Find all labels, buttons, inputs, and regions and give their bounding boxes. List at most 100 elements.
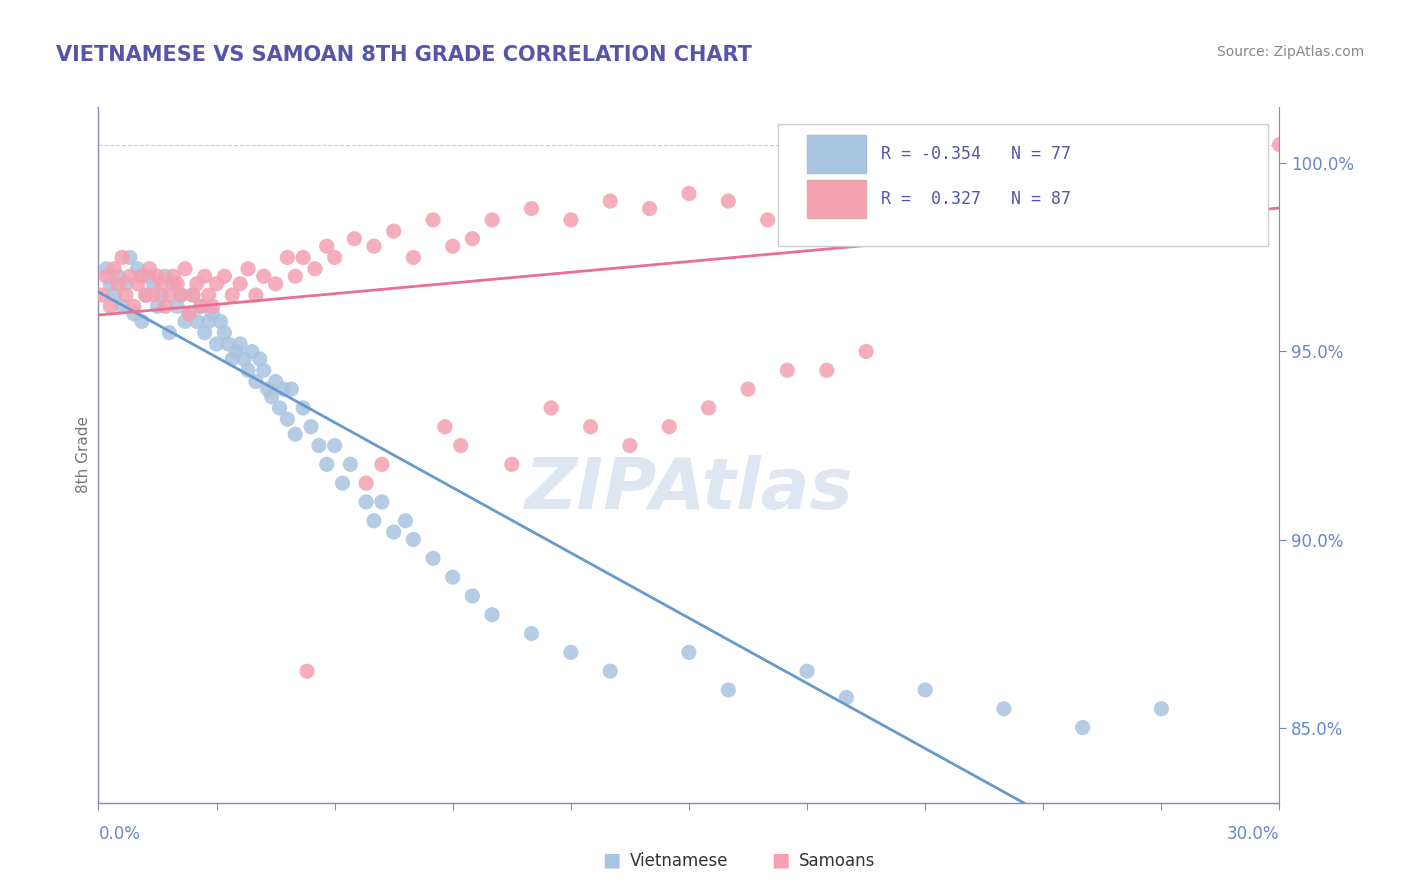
Point: [103, 288, 125, 302]
Point: [170, 288, 193, 302]
Point: [402, 533, 425, 547]
Point: [122, 299, 145, 313]
Point: [181, 288, 204, 302]
Point: [835, 690, 858, 705]
Point: [697, 401, 720, 415]
Point: [756, 212, 779, 227]
Point: [166, 277, 188, 291]
Point: [162, 269, 184, 284]
Point: [855, 344, 877, 359]
Point: [339, 458, 361, 472]
Point: [118, 251, 141, 265]
Point: [1150, 702, 1173, 716]
Point: [422, 212, 444, 227]
Point: [122, 307, 145, 321]
Point: [197, 314, 219, 328]
Point: [422, 551, 444, 566]
Text: 30.0%: 30.0%: [1227, 825, 1279, 843]
Point: [98, 299, 121, 313]
Point: [717, 683, 740, 698]
Text: ■: ■: [602, 851, 621, 870]
Point: [150, 277, 173, 291]
Point: [371, 458, 394, 472]
Point: [835, 194, 858, 208]
Point: [343, 232, 366, 246]
Point: [280, 382, 302, 396]
Point: [737, 382, 759, 396]
Point: [315, 458, 337, 472]
Point: [186, 277, 208, 291]
Point: [295, 664, 318, 678]
Point: [155, 299, 177, 313]
Point: [292, 251, 315, 265]
Point: [276, 412, 298, 426]
Point: [96, 261, 118, 276]
Point: [256, 382, 278, 396]
Point: [177, 307, 200, 321]
Point: [292, 401, 315, 415]
Point: [599, 194, 621, 208]
Point: [98, 277, 121, 291]
Point: [284, 427, 307, 442]
Point: [993, 702, 1015, 716]
Point: [1032, 186, 1054, 201]
FancyBboxPatch shape: [778, 125, 1268, 246]
Point: [186, 314, 208, 328]
Point: [174, 314, 197, 328]
Text: R =  0.327   N = 87: R = 0.327 N = 87: [882, 190, 1071, 208]
Point: [225, 344, 247, 359]
Point: [217, 337, 239, 351]
Point: [1071, 164, 1094, 178]
Point: [1189, 164, 1212, 178]
Point: [276, 251, 298, 265]
Point: [796, 664, 818, 678]
Point: [221, 288, 243, 302]
Point: [402, 251, 425, 265]
Point: [299, 419, 322, 434]
Point: [233, 351, 256, 366]
Point: [240, 344, 263, 359]
Point: [382, 224, 405, 238]
Point: [107, 269, 129, 284]
Point: [131, 314, 153, 328]
Point: [205, 337, 228, 351]
Text: Samoans: Samoans: [799, 852, 875, 870]
Point: [181, 288, 204, 302]
Point: [658, 419, 681, 434]
Text: Source: ZipAtlas.com: Source: ZipAtlas.com: [1216, 45, 1364, 59]
Point: [441, 570, 464, 584]
Point: [776, 363, 799, 377]
Point: [229, 337, 252, 351]
Point: [253, 363, 276, 377]
Point: [201, 307, 224, 321]
Point: [96, 269, 118, 284]
Point: [560, 645, 582, 659]
Point: [371, 495, 394, 509]
Point: [150, 288, 173, 302]
Point: [1268, 137, 1291, 152]
Point: [138, 269, 160, 284]
Point: [1150, 156, 1173, 170]
Point: [332, 476, 354, 491]
Point: [560, 212, 582, 227]
Point: [177, 307, 200, 321]
Point: [264, 277, 287, 291]
Point: [249, 351, 271, 366]
Point: [1071, 721, 1094, 735]
Point: [194, 326, 217, 340]
Point: [914, 683, 936, 698]
Point: [875, 186, 897, 201]
Point: [166, 299, 188, 313]
Point: [579, 419, 602, 434]
Point: [103, 261, 125, 276]
Point: [481, 607, 503, 622]
Point: [796, 175, 818, 189]
Point: [142, 288, 165, 302]
Point: [394, 514, 416, 528]
Point: [157, 288, 180, 302]
Point: [1111, 175, 1133, 189]
Point: [111, 299, 134, 313]
Point: [323, 438, 346, 452]
Point: [441, 239, 464, 253]
Point: [190, 299, 212, 313]
